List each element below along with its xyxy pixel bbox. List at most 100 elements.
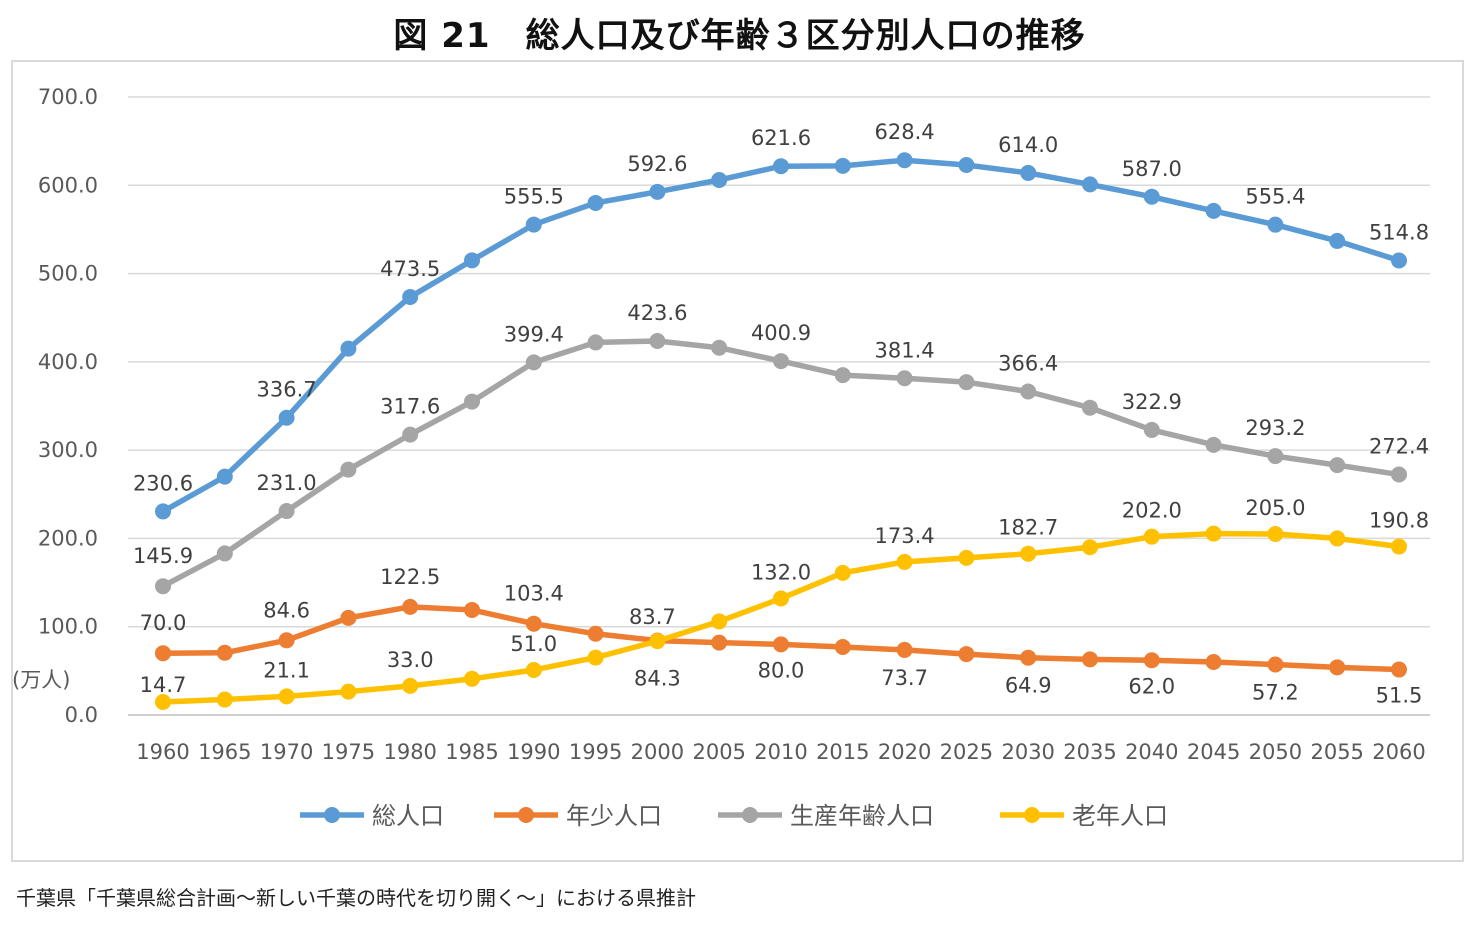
- legend-label: 総人口: [372, 802, 444, 830]
- data-label: 400.9: [751, 321, 811, 345]
- data-label: 64.9: [1005, 674, 1052, 698]
- x-tick-label: 1980: [383, 740, 436, 764]
- data-point: [896, 641, 913, 658]
- data-point: [1267, 526, 1284, 543]
- data-point: [278, 409, 295, 426]
- data-label: 628.4: [875, 120, 935, 144]
- data-label: 555.5: [504, 185, 564, 209]
- legend-swatch-marker: [1024, 807, 1040, 823]
- data-point: [1020, 164, 1037, 181]
- x-tick-label: 1960: [136, 740, 189, 764]
- data-label: 202.0: [1122, 499, 1182, 523]
- x-tick-label: 2050: [1249, 740, 1302, 764]
- data-label: 399.4: [504, 322, 564, 346]
- data-point: [1082, 399, 1098, 416]
- x-tick-label: 2015: [816, 740, 869, 764]
- data-point: [464, 670, 480, 687]
- data-point: [896, 370, 913, 387]
- data-point: [464, 393, 480, 410]
- data-point: [958, 646, 975, 663]
- x-tick-label: 2060: [1372, 740, 1425, 764]
- data-point: [1143, 528, 1160, 545]
- y-tick-label: 0.0: [65, 703, 98, 727]
- x-tick-label: 2005: [692, 740, 745, 764]
- data-label: 80.0: [758, 658, 805, 682]
- y-tick-label: 400.0: [38, 350, 98, 374]
- data-point: [278, 632, 295, 649]
- data-point: [525, 216, 542, 233]
- legend-label: 生産年齢人口: [790, 802, 934, 830]
- x-tick-label: 1995: [569, 740, 622, 764]
- data-point: [216, 468, 233, 485]
- legend-swatch-marker: [518, 807, 534, 823]
- data-point: [464, 601, 480, 618]
- data-point: [464, 252, 480, 269]
- data-label: 366.4: [998, 352, 1058, 376]
- x-tick-label: 1990: [507, 740, 560, 764]
- data-label: 293.2: [1245, 416, 1305, 440]
- data-point: [1329, 530, 1346, 547]
- data-point: [340, 609, 357, 626]
- data-label: 173.4: [875, 524, 935, 548]
- data-point: [1267, 216, 1284, 233]
- data-label: 21.1: [263, 658, 310, 682]
- data-label: 336.7: [257, 378, 317, 402]
- legend-swatch-marker: [324, 807, 340, 823]
- series-lines: [155, 152, 1407, 711]
- x-tick-label: 1985: [445, 740, 498, 764]
- data-label: 51.0: [510, 632, 557, 656]
- data-point: [896, 553, 913, 570]
- data-point: [1391, 538, 1407, 555]
- x-tick-label: 2020: [878, 740, 931, 764]
- x-tick-label: 2000: [631, 740, 684, 764]
- data-point: [1329, 232, 1346, 249]
- data-point: [1329, 659, 1346, 676]
- data-point: [1205, 202, 1222, 219]
- data-point: [1082, 651, 1098, 668]
- data-point: [773, 636, 789, 653]
- data-label: 122.5: [380, 565, 440, 589]
- y-tick-label: 200.0: [38, 526, 98, 550]
- data-point: [1205, 654, 1222, 671]
- y-tick-label: 700.0: [38, 85, 98, 109]
- data-label: 84.6: [263, 598, 310, 622]
- y-tick-label: 500.0: [38, 262, 98, 286]
- y-axis-label: (万人): [12, 668, 70, 692]
- data-point: [773, 590, 789, 607]
- data-point: [834, 367, 851, 384]
- data-point: [649, 183, 666, 200]
- data-point: [1267, 656, 1284, 673]
- data-point: [834, 639, 851, 656]
- data-point: [711, 613, 728, 630]
- data-point: [402, 598, 419, 615]
- data-point: [587, 649, 604, 666]
- data-label: 33.0: [387, 648, 434, 672]
- y-tick-label: 100.0: [38, 615, 98, 639]
- data-point: [1020, 649, 1037, 666]
- legend-label: 年少人口: [566, 802, 662, 830]
- x-tick-label: 2030: [1001, 740, 1054, 764]
- data-point: [1082, 176, 1098, 193]
- source-note: 千葉県「千葉県総合計画～新しい千葉の時代を切り開く～」における県推計: [16, 886, 696, 910]
- x-tick-label: 1970: [260, 740, 313, 764]
- y-axis-ticks: 0.0 100.0 200.0 300.0 400.0 500.0 600.0 700.0: [38, 85, 98, 727]
- data-point: [1020, 545, 1037, 562]
- data-label: 14.7: [140, 673, 187, 697]
- data-label: 614.0: [998, 133, 1058, 157]
- x-tick-label: 2035: [1063, 740, 1116, 764]
- data-point: [216, 644, 233, 661]
- data-point: [958, 374, 975, 391]
- data-point: [155, 503, 171, 520]
- legend-swatch-marker: [742, 807, 758, 823]
- data-point: [1391, 252, 1407, 269]
- x-tick-label: 2010: [754, 740, 807, 764]
- x-tick-label: 2045: [1187, 740, 1240, 764]
- data-point: [1143, 421, 1160, 438]
- x-tick-label: 1965: [198, 740, 251, 764]
- data-label: 145.9: [133, 544, 193, 568]
- data-point: [587, 334, 604, 351]
- data-point: [958, 156, 975, 173]
- data-point: [340, 461, 357, 478]
- legend: 総人口 年少人口 生産年齢人口 老年人口: [300, 802, 1168, 830]
- x-tick-label: 2055: [1310, 740, 1363, 764]
